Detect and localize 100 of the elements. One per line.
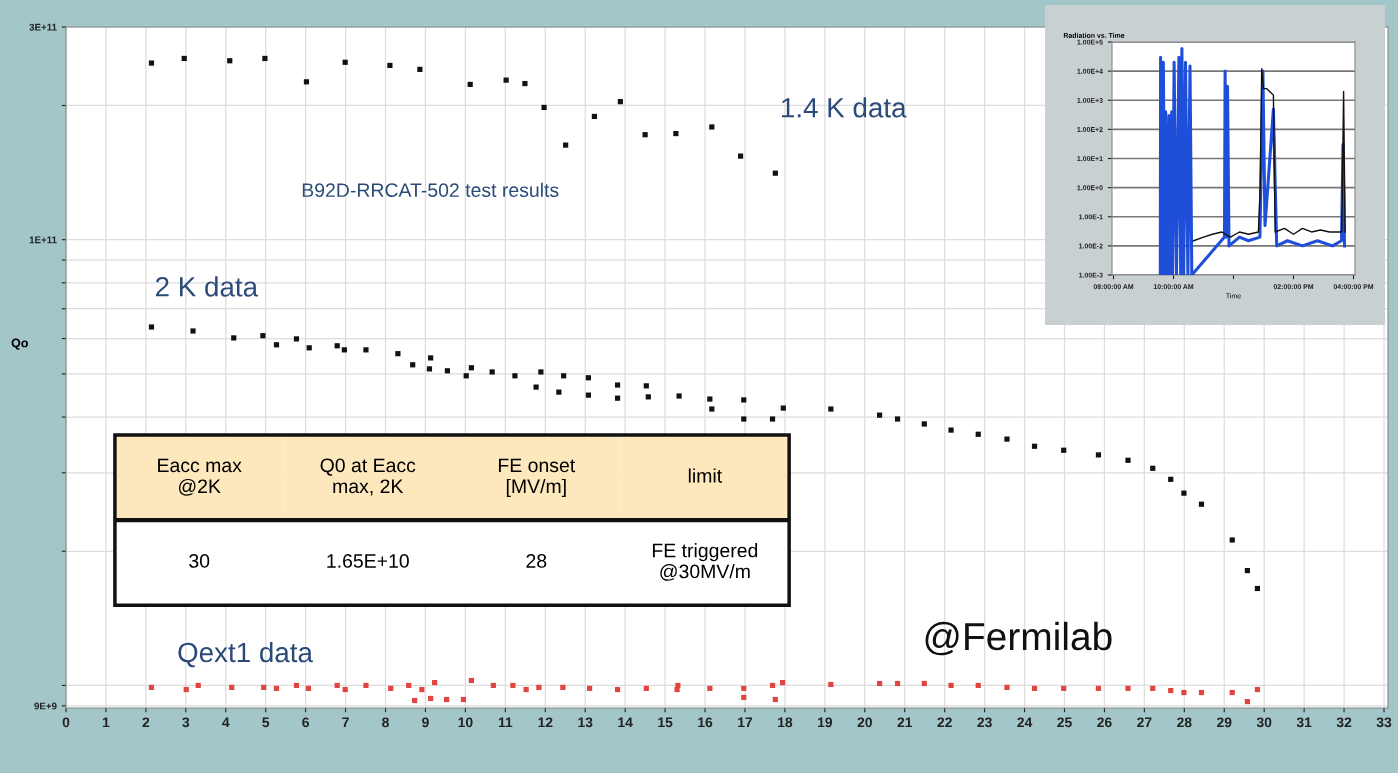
annotation: B92D-RRCAT-502 test results bbox=[302, 182, 559, 198]
point bbox=[463, 373, 469, 379]
point bbox=[1150, 685, 1156, 691]
point bbox=[1125, 685, 1131, 691]
point bbox=[673, 130, 679, 137]
point bbox=[334, 343, 340, 349]
point bbox=[585, 375, 592, 381]
x-tick-label: 24 bbox=[1017, 717, 1033, 728]
x-tick-label: 30 bbox=[1256, 717, 1272, 728]
point bbox=[1198, 689, 1205, 696]
point bbox=[1254, 585, 1260, 592]
x-tick-label: 27 bbox=[1137, 717, 1152, 728]
x-tick-label: 0 bbox=[62, 717, 70, 728]
x-tick-label: 12 bbox=[538, 717, 553, 728]
point bbox=[828, 406, 834, 412]
x-tick-label: 8 bbox=[382, 717, 389, 728]
point bbox=[273, 342, 280, 348]
point bbox=[741, 694, 747, 701]
point bbox=[1198, 501, 1205, 507]
point bbox=[410, 362, 416, 368]
point bbox=[1031, 685, 1038, 691]
point bbox=[876, 412, 883, 418]
y-tick-label: 1E+11 bbox=[29, 236, 57, 244]
point bbox=[387, 62, 393, 69]
x-tick-label: 4 bbox=[222, 717, 230, 728]
point bbox=[260, 333, 266, 339]
point bbox=[293, 336, 300, 342]
x-tick-label: 11 bbox=[498, 717, 513, 728]
y-tick-label: 3E+11 bbox=[29, 23, 57, 31]
x-tick-label: 17 bbox=[738, 717, 753, 728]
point bbox=[227, 58, 233, 64]
point bbox=[273, 685, 280, 691]
point bbox=[489, 369, 495, 375]
point bbox=[780, 405, 786, 411]
point bbox=[642, 132, 648, 138]
x-tick-label: 7 bbox=[342, 717, 349, 728]
point bbox=[614, 382, 621, 388]
point bbox=[676, 393, 682, 399]
x-tick-label: 1 bbox=[102, 717, 110, 728]
point bbox=[468, 365, 474, 371]
point bbox=[1095, 452, 1102, 458]
x-tick-label: 29 bbox=[1217, 717, 1232, 728]
point bbox=[412, 697, 418, 704]
point bbox=[148, 60, 155, 66]
point bbox=[675, 682, 681, 689]
x-tick-label: 32 bbox=[1336, 717, 1352, 728]
point bbox=[948, 427, 954, 433]
point bbox=[1168, 687, 1174, 694]
point bbox=[1181, 490, 1187, 496]
point bbox=[490, 682, 496, 689]
point bbox=[536, 684, 542, 690]
point bbox=[541, 104, 547, 111]
point bbox=[560, 684, 566, 690]
point bbox=[533, 384, 539, 390]
point bbox=[1004, 684, 1010, 690]
point bbox=[1254, 686, 1260, 693]
point bbox=[523, 686, 529, 693]
point bbox=[643, 383, 649, 389]
point bbox=[828, 681, 834, 688]
point bbox=[556, 389, 562, 395]
x-tick-label: 13 bbox=[578, 717, 593, 728]
point bbox=[538, 369, 544, 375]
point bbox=[563, 142, 569, 148]
point bbox=[709, 124, 715, 130]
series-label: 2 K data bbox=[155, 276, 259, 297]
point bbox=[444, 696, 450, 703]
point bbox=[468, 677, 474, 684]
point bbox=[229, 684, 235, 690]
point bbox=[1061, 447, 1067, 453]
y-tick-label: 9E+9 bbox=[34, 702, 57, 710]
point bbox=[395, 351, 401, 357]
point bbox=[1095, 685, 1102, 691]
y-axis-title: Qo bbox=[11, 338, 28, 350]
point bbox=[426, 366, 433, 372]
point bbox=[444, 368, 451, 374]
point bbox=[921, 421, 927, 427]
point bbox=[769, 682, 776, 689]
point bbox=[921, 680, 927, 687]
annotation: @Fermilab bbox=[925, 621, 1112, 656]
point bbox=[303, 79, 310, 85]
point bbox=[948, 682, 954, 689]
x-tick-label: 31 bbox=[1296, 717, 1312, 728]
point bbox=[645, 394, 651, 400]
point bbox=[363, 347, 369, 353]
point bbox=[334, 682, 340, 689]
x-tick-label: 21 bbox=[897, 717, 913, 728]
line-series bbox=[1192, 68, 1346, 242]
point bbox=[1061, 685, 1067, 691]
x-tick-label: 28 bbox=[1177, 717, 1192, 728]
point bbox=[467, 81, 473, 88]
point bbox=[231, 335, 237, 341]
x-tick-label: 22 bbox=[937, 717, 952, 728]
point bbox=[1004, 436, 1010, 442]
point bbox=[190, 328, 196, 334]
series-label: Qext1 data bbox=[178, 641, 313, 668]
x-tick-label: 33 bbox=[1376, 717, 1392, 728]
point bbox=[417, 66, 423, 72]
point bbox=[148, 324, 155, 330]
x-tick-label: 23 bbox=[977, 717, 992, 728]
point bbox=[306, 345, 312, 351]
